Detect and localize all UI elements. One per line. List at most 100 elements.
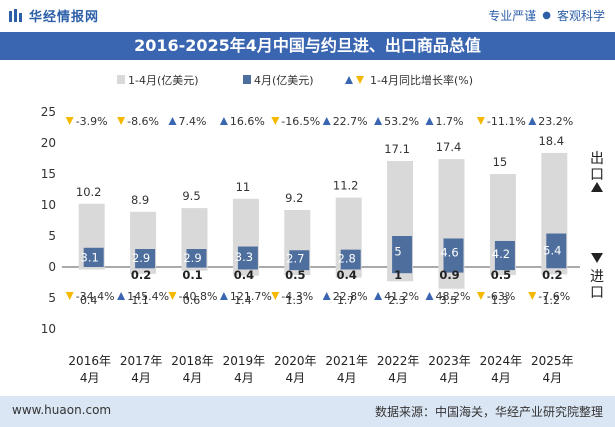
growth-import-label: -63% <box>487 290 515 303</box>
growth-up-triangle-icon <box>322 117 331 125</box>
bar-import-month <box>494 267 515 271</box>
growth-export-label: -11.1% <box>487 115 526 128</box>
bar-export-month <box>289 250 310 267</box>
legend-swatch-month <box>243 75 251 84</box>
label-export-ytd: 17.4 <box>436 140 462 154</box>
growth-down-triangle-icon <box>65 117 74 125</box>
bar-import-month <box>135 267 156 269</box>
growth-down-triangle-icon <box>528 292 537 300</box>
x-tick-label-month: 4月 <box>542 371 562 385</box>
bar-import-ytd <box>130 267 157 274</box>
bar-import-ytd <box>78 267 105 270</box>
growth-export-label: -3.9% <box>76 115 108 128</box>
label-import-month: 0.5 <box>285 268 305 282</box>
x-tick-label-month: 4月 <box>234 371 254 385</box>
bar-import-ytd <box>284 267 311 276</box>
x-tick-label-month: 4月 <box>183 371 203 385</box>
footer-website[interactable]: www.huaon.com <box>12 403 112 417</box>
x-tick-label-year: 2025年 <box>531 354 574 368</box>
y-tick-label: 5 <box>48 229 56 243</box>
label-import-ytd: 1.7 <box>337 294 355 307</box>
bar-export-month <box>340 249 361 267</box>
label-import-month: 0.2 <box>542 268 562 282</box>
tag-professional: 专业严谨 <box>488 9 537 23</box>
growth-up-triangle-icon <box>117 292 126 300</box>
bar-import-month <box>237 267 258 270</box>
side-label-import: 进 <box>590 269 604 285</box>
growth-down-triangle-icon <box>117 117 126 125</box>
label-export-ytd: 10.2 <box>76 185 102 199</box>
growth-up-triangle-icon <box>374 117 383 125</box>
label-import-month: 0.4 <box>337 268 357 282</box>
bar-export-month <box>443 238 464 267</box>
growth-import-label: -7.6% <box>538 290 570 303</box>
label-import-ytd: 2.3 <box>388 294 406 307</box>
label-import-ytd: 3.5 <box>440 294 458 307</box>
growth-export-label: -8.6% <box>127 115 159 128</box>
brand-logo-icon <box>9 8 22 22</box>
growth-up-triangle-icon <box>425 292 434 300</box>
label-import-month: 0.5 <box>491 268 511 282</box>
bar-export-month <box>83 247 104 267</box>
label-import-month: 0.9 <box>439 268 459 282</box>
footer-source: 数据来源：中国海关，华经产业研究院整理 <box>374 405 603 419</box>
y-tick-label: 5 <box>48 291 56 305</box>
label-import-ytd: 1.3 <box>286 294 304 307</box>
legend-swatch-ytd <box>117 75 125 84</box>
x-tick-label-year: 2020年 <box>274 354 317 368</box>
y-tick-label: 10 <box>41 322 56 336</box>
growth-down-triangle-icon <box>65 292 74 300</box>
bar-export-month <box>186 249 207 267</box>
label-export-month: 2.7 <box>286 252 304 266</box>
label-import-month: 0.4 <box>234 268 254 282</box>
label-export-month: 3.1 <box>81 250 99 264</box>
label-export-ytd: 18.4 <box>538 134 564 148</box>
header-tags: 专业严谨 ● 客观科学 <box>488 7 605 24</box>
growth-down-triangle-icon <box>476 292 485 300</box>
bar-import-month <box>443 267 464 273</box>
y-tick-label: 0 <box>48 260 56 274</box>
growth-export-label: 7.4% <box>179 115 207 128</box>
legend-down-triangle-icon <box>356 76 364 84</box>
x-tick-label-month: 4月 <box>491 371 511 385</box>
x-tick-label-year: 2018年 <box>171 354 214 368</box>
label-export-month: 4.6 <box>440 246 458 260</box>
x-tick-label-year: 2021年 <box>325 354 368 368</box>
growth-up-triangle-icon <box>425 117 434 125</box>
x-tick-label-month: 4月 <box>285 371 305 385</box>
bar-import-ytd <box>232 267 259 276</box>
x-tick-label-year: 2023年 <box>428 354 471 368</box>
legend-label-ytd: 1-4月(亿美元) <box>128 74 199 87</box>
label-export-month: 5 <box>394 245 401 259</box>
x-tick-label-month: 4月 <box>337 371 357 385</box>
growth-import-label: 121.7% <box>230 290 272 303</box>
bar-import-month <box>340 267 361 270</box>
side-label-import-2: 口 <box>590 285 604 301</box>
legend-label-growth: 1-4月同比增长率(%) <box>370 73 473 87</box>
bar-import-month <box>289 267 310 271</box>
label-import-ytd: 1.2 <box>543 294 561 307</box>
label-import-month: 1 <box>394 268 402 282</box>
growth-down-triangle-icon <box>271 292 280 300</box>
label-export-ytd: 9.2 <box>285 191 303 205</box>
growth-up-triangle-icon <box>219 292 228 300</box>
label-export-month: 2.9 <box>132 251 150 265</box>
label-export-ytd: 17.1 <box>384 142 410 156</box>
growth-down-triangle-icon <box>168 292 177 300</box>
y-tick-label: 25 <box>41 105 56 119</box>
x-tick-label-year: 2016年 <box>68 354 111 368</box>
growth-import-label: -40.8% <box>179 290 218 303</box>
x-tick-label-month: 4月 <box>440 371 460 385</box>
growth-export-label: 1.7% <box>436 115 464 128</box>
growth-up-triangle-icon <box>528 117 537 125</box>
label-export-ytd: 11.2 <box>333 179 359 193</box>
y-tick-label: 10 <box>41 198 56 212</box>
growth-import-label: 41.2% <box>384 290 419 303</box>
label-import-ytd: 1.3 <box>491 294 509 307</box>
legend-up-triangle-icon <box>345 76 353 84</box>
bullet-icon: ● <box>542 10 551 21</box>
brand[interactable]: 华经情报网 <box>8 6 99 25</box>
side-label-export: 出 <box>590 151 604 167</box>
brand-name: 华经情报网 <box>29 10 100 25</box>
chart-title: 2016-2025年4月中国与约旦进、出口商品总值 <box>134 36 481 55</box>
